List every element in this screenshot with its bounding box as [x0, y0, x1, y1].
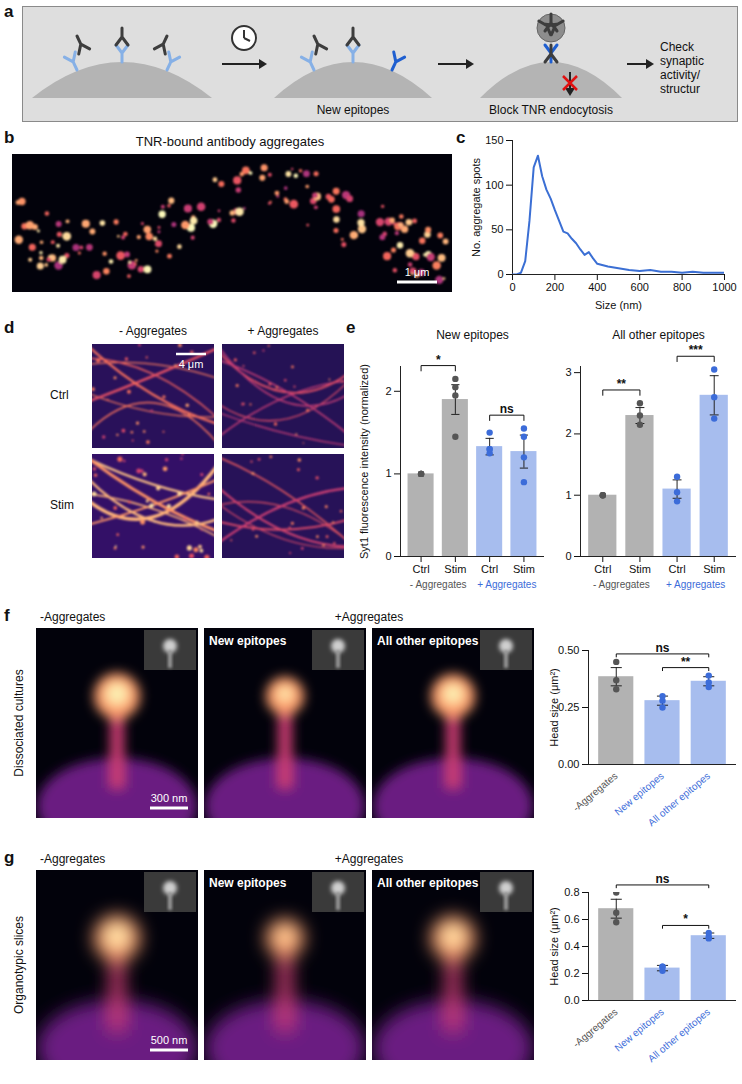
- svg-text:All other epitopes: All other epitopes: [377, 876, 479, 890]
- svg-text:New epitopes: New epitopes: [209, 634, 287, 648]
- svg-text:Block TNR endocytosis: Block TNR endocytosis: [489, 103, 613, 117]
- svg-text:*: *: [683, 912, 688, 926]
- svg-text:Ctrl: Ctrl: [669, 563, 686, 575]
- svg-text:+ Aggregates: + Aggregates: [477, 579, 536, 590]
- svg-text:New epitopes: New epitopes: [612, 1006, 666, 1054]
- svg-text:0: 0: [385, 550, 391, 562]
- html-text:d: d: [4, 318, 15, 337]
- svg-text:Syt1 fluorescence intensity (n: Syt1 fluorescence intensity (normalized): [358, 364, 370, 559]
- svg-text:2: 2: [565, 427, 571, 439]
- svg-text:Stim: Stim: [444, 563, 466, 575]
- html-text:Check synaptic activity/ struc: Check synaptic activity/ structur: [660, 40, 704, 96]
- html-text:Stim: Stim: [50, 498, 74, 512]
- svg-text:0.50: 0.50: [558, 644, 579, 656]
- html-text:+ Aggregates: + Aggregates: [247, 324, 319, 338]
- svg-text:All other epitopes: All other epitopes: [377, 634, 479, 648]
- svg-text:3: 3: [565, 366, 571, 378]
- svg-text:All other epitopes: All other epitopes: [646, 770, 712, 828]
- svg-text:**: **: [617, 377, 627, 391]
- svg-text:***: ***: [689, 343, 703, 357]
- svg-text:0.4: 0.4: [564, 940, 579, 952]
- svg-text:+ Aggregates: + Aggregates: [666, 579, 725, 590]
- html-text:a: a: [4, 2, 14, 21]
- svg-text:150: 150: [485, 134, 503, 146]
- svg-text:800: 800: [673, 281, 691, 293]
- svg-text:500 nm: 500 nm: [151, 1034, 188, 1046]
- html-text:-Aggregates: -Aggregates: [40, 610, 106, 624]
- svg-text:50: 50: [491, 223, 503, 235]
- html-text:+Aggregates: +Aggregates: [334, 610, 404, 624]
- svg-text:0.6: 0.6: [564, 913, 579, 925]
- svg-text:4 μm: 4 μm: [179, 358, 204, 370]
- svg-text:Stim: Stim: [629, 563, 651, 575]
- svg-text:0: 0: [565, 550, 571, 562]
- svg-text:1000: 1000: [712, 281, 736, 293]
- html-text:- Aggregates: - Aggregates: [119, 324, 187, 338]
- svg-text:- Aggregates: - Aggregates: [410, 579, 467, 590]
- svg-text:Ctrl: Ctrl: [594, 563, 611, 575]
- svg-text:400: 400: [588, 281, 606, 293]
- svg-text:All other epitopes: All other epitopes: [612, 328, 705, 342]
- svg-text:0.00: 0.00: [558, 758, 579, 770]
- svg-text:200: 200: [546, 281, 564, 293]
- svg-text:0.25: 0.25: [558, 701, 579, 713]
- svg-text:New epitopes: New epitopes: [317, 103, 390, 117]
- svg-text:-Aggregates: -Aggregates: [571, 770, 620, 813]
- svg-text:Ctrl: Ctrl: [481, 563, 498, 575]
- svg-text:Dissociated cultures: Dissociated cultures: [12, 669, 26, 776]
- svg-text:1: 1: [565, 489, 571, 501]
- svg-text:0: 0: [497, 268, 503, 280]
- svg-text:0: 0: [509, 281, 515, 293]
- svg-text:ns: ns: [655, 872, 669, 886]
- svg-text:2: 2: [385, 385, 391, 397]
- svg-text:New epitopes: New epitopes: [436, 328, 509, 342]
- svg-text:Ctrl: Ctrl: [413, 563, 430, 575]
- html-text:f: f: [4, 606, 10, 625]
- svg-text:**: **: [681, 655, 691, 669]
- svg-text:0.0: 0.0: [564, 994, 579, 1006]
- html-text:+Aggregates: +Aggregates: [334, 852, 404, 866]
- svg-text:New epitopes: New epitopes: [612, 770, 666, 818]
- svg-text:No. aggregate spots: No. aggregate spots: [470, 157, 482, 257]
- svg-text:Size (nm): Size (nm): [595, 299, 642, 311]
- svg-text:600: 600: [631, 281, 649, 293]
- svg-text:0.8: 0.8: [564, 886, 579, 898]
- svg-text:1: 1: [385, 467, 391, 479]
- html-text:e: e: [346, 318, 356, 337]
- svg-text:- Aggregates: - Aggregates: [593, 579, 650, 590]
- svg-text:-Aggregates: -Aggregates: [571, 1006, 620, 1049]
- html-text:Ctrl: Ctrl: [50, 388, 69, 402]
- svg-text:New epitopes: New epitopes: [209, 876, 287, 890]
- html-text:TNR-bound antibody aggregates: TNR-bound antibody aggregates: [135, 134, 325, 149]
- svg-text:Head size (μm²): Head size (μm²): [548, 907, 560, 985]
- svg-text:All other epitopes: All other epitopes: [646, 1006, 712, 1064]
- svg-text:Organotypic slices: Organotypic slices: [12, 916, 26, 1014]
- svg-text:ns: ns: [500, 402, 514, 416]
- html-text:-Aggregates: -Aggregates: [40, 852, 106, 866]
- svg-text:Stim: Stim: [513, 563, 535, 575]
- svg-text:*: *: [436, 353, 441, 367]
- svg-text:0.2: 0.2: [564, 967, 579, 979]
- html-text:c: c: [456, 128, 466, 147]
- svg-text:Head size (μm²): Head size (μm²): [548, 668, 560, 746]
- svg-text:300 nm: 300 nm: [151, 792, 188, 804]
- svg-text:1 μm: 1 μm: [405, 266, 430, 278]
- svg-text:Stim: Stim: [703, 563, 725, 575]
- svg-text:100: 100: [485, 179, 503, 191]
- html-text:g: g: [4, 848, 15, 867]
- html-text:b: b: [4, 128, 15, 147]
- svg-text:ns: ns: [655, 641, 669, 655]
